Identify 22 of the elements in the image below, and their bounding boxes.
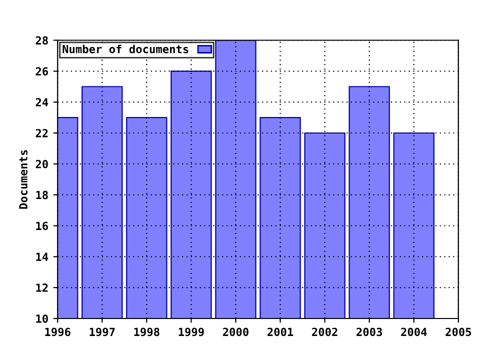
y-axis-title: Documents bbox=[19, 150, 28, 209]
y-tick-label: 20 bbox=[36, 160, 48, 168]
y-tick-label: 12 bbox=[36, 284, 48, 292]
y-tick-label: 10 bbox=[36, 314, 48, 323]
y-tick-label: 16 bbox=[36, 222, 48, 230]
x-tick-label: 1997 bbox=[90, 328, 115, 336]
y-tick-label: 28 bbox=[36, 36, 48, 45]
x-tick-label: 2002 bbox=[312, 328, 338, 336]
y-tick-label: 18 bbox=[36, 190, 48, 200]
x-tick-label: 2000 bbox=[222, 328, 248, 336]
y-tick-label: 14 bbox=[36, 252, 48, 261]
x-tick-label: 1996 bbox=[45, 328, 70, 336]
y-tick-label: 24 bbox=[36, 98, 48, 106]
x-tick-label: 1998 bbox=[134, 328, 160, 336]
x-tick-label: 2001 bbox=[268, 328, 294, 336]
y-tick-label: 22 bbox=[36, 128, 48, 138]
x-tick-label: 1999 bbox=[178, 328, 204, 336]
x-tick-label: 2003 bbox=[356, 328, 382, 336]
x-tick-label: 2004 bbox=[401, 328, 427, 336]
legend-label: Number of documents bbox=[62, 44, 188, 54]
x-tick-label: 2005 bbox=[446, 328, 472, 336]
y-tick-label: 26 bbox=[36, 67, 48, 76]
